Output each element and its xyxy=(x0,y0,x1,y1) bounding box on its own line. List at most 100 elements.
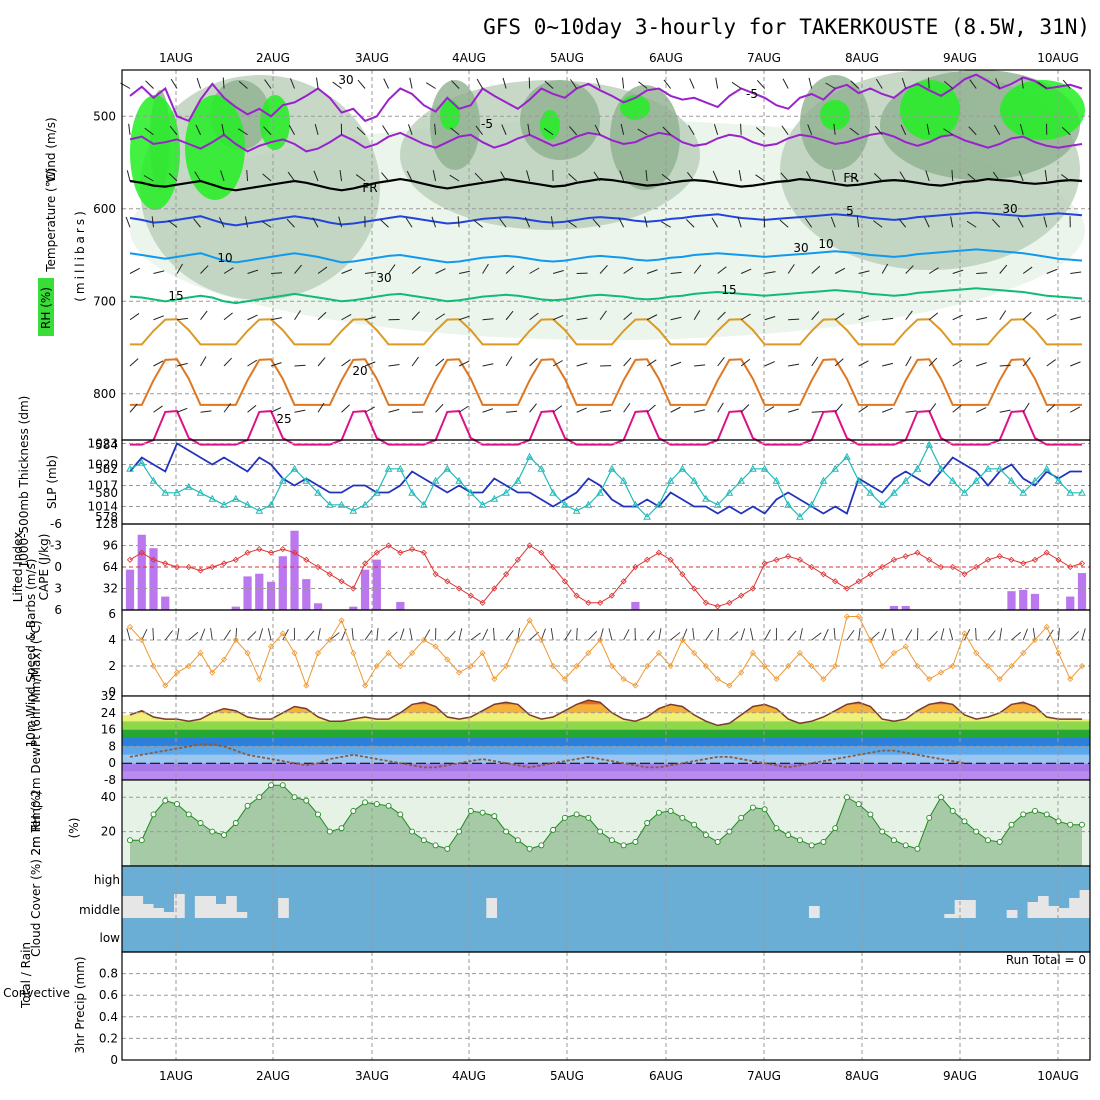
lifted-index-marker xyxy=(597,599,604,606)
surface-wind-barb xyxy=(446,630,456,641)
wind-barb xyxy=(1062,79,1071,89)
thickness-marker xyxy=(408,488,416,496)
wind-barb xyxy=(247,359,258,367)
wind-speed-marker xyxy=(409,649,416,657)
wind-barb xyxy=(782,78,789,89)
cape-bar xyxy=(1007,591,1016,610)
rh-marker xyxy=(996,838,1003,845)
surface-wind-barb xyxy=(564,629,572,641)
wind-barb xyxy=(856,216,860,228)
wind-speed-marker xyxy=(385,649,392,657)
wind-barb xyxy=(999,310,1007,321)
rh-marker xyxy=(644,820,651,826)
thickness-tick-label: 580 xyxy=(95,486,118,500)
thickness-marker xyxy=(561,500,569,508)
wind-speed-marker xyxy=(420,636,427,644)
thickness-marker xyxy=(796,512,804,520)
dewpoint-line xyxy=(129,743,965,769)
cape-bar xyxy=(255,573,264,610)
wind-barb xyxy=(967,173,977,182)
surface-wind-barb xyxy=(223,629,231,641)
wind-barb xyxy=(1018,170,1024,182)
rh-high-region xyxy=(820,100,850,130)
wind-barb xyxy=(999,364,1011,367)
lifted-index-marker xyxy=(538,549,545,556)
wind-barb xyxy=(804,217,813,228)
wind-speed-marker xyxy=(361,682,369,689)
precip-axis-label: 3hr Precip (mm) xyxy=(73,956,87,1053)
lifted-index-marker xyxy=(1031,556,1039,563)
rh-high-region xyxy=(900,80,960,140)
wind-barb xyxy=(294,409,306,413)
cape-bar xyxy=(313,603,323,610)
wind-barb xyxy=(317,311,327,321)
wind-barb xyxy=(905,265,914,274)
wind-speed-marker xyxy=(256,675,263,683)
rh-marker xyxy=(926,814,933,821)
isotherm--5 xyxy=(129,73,1083,123)
cape-bar xyxy=(372,559,381,610)
wind-speed-marker xyxy=(937,669,945,676)
lifted-index-marker xyxy=(679,571,686,578)
contour-label: 15 xyxy=(721,283,736,297)
lifted-index-marker xyxy=(702,599,709,606)
surface-wind-barb xyxy=(258,628,264,641)
thickness-tick-label: 582 xyxy=(95,462,118,476)
wind-barb xyxy=(406,170,413,182)
lifted-index-marker xyxy=(467,592,474,599)
wind-barb xyxy=(169,125,178,136)
wind-barb xyxy=(552,269,564,274)
surface-wind-barb xyxy=(409,628,413,641)
temperature-mask xyxy=(122,696,1090,726)
wind-barb xyxy=(129,403,138,413)
wind-barb xyxy=(247,314,258,321)
thickness-marker xyxy=(866,488,875,496)
wind-speed-marker xyxy=(162,682,169,689)
rh-marker xyxy=(561,814,568,821)
precip-tick-label: 0.6 xyxy=(99,988,118,1002)
rh-marker xyxy=(397,811,404,818)
wind-barb xyxy=(1046,404,1056,413)
wind-barb xyxy=(218,217,225,228)
cloud-bar xyxy=(174,894,185,918)
wind-barb xyxy=(434,123,437,135)
wind-barb xyxy=(740,268,752,274)
thickness-marker xyxy=(337,500,346,508)
surface-wind-barb xyxy=(247,631,257,641)
wind-barb xyxy=(594,124,601,135)
wind-barb xyxy=(411,356,419,367)
rh-marker xyxy=(221,832,227,838)
surface-wind-barb xyxy=(1081,628,1086,641)
wind-barb xyxy=(317,357,326,367)
wind-barb xyxy=(694,364,706,367)
date-label-top: 5AUG xyxy=(550,51,584,65)
lifted-index-marker xyxy=(420,549,427,556)
temperature-tick-label: -8 xyxy=(104,773,116,787)
thickness-marker xyxy=(725,488,734,496)
isotherm-5 xyxy=(129,211,1083,227)
surface-wind-barb xyxy=(623,629,630,641)
cloud-bar xyxy=(1027,902,1039,918)
thickness-marker xyxy=(831,464,840,472)
thickness-marker xyxy=(1019,488,1028,496)
wind-barb xyxy=(501,124,507,135)
wind-barb xyxy=(144,127,154,136)
wind-barb xyxy=(194,171,201,182)
wind-barb xyxy=(928,357,938,367)
thickness-marker xyxy=(396,464,405,472)
wind-barb xyxy=(848,175,859,182)
slp-tick-label: 1017 xyxy=(87,479,118,493)
wind-speed-marker xyxy=(1055,649,1062,657)
date-label-bottom: 6AUG xyxy=(649,1069,683,1083)
surface-wind-barb xyxy=(210,628,213,641)
date-label-bottom: 3AUG xyxy=(355,1069,389,1083)
wind-speed-marker xyxy=(597,636,604,644)
wind-barb xyxy=(927,77,930,89)
wind-speed-marker xyxy=(397,662,404,670)
rh-marker xyxy=(632,838,639,845)
cape-bar xyxy=(125,569,135,610)
wind-barb xyxy=(143,175,154,182)
lifted-index-marker xyxy=(843,585,851,592)
wind-barb xyxy=(294,364,306,367)
